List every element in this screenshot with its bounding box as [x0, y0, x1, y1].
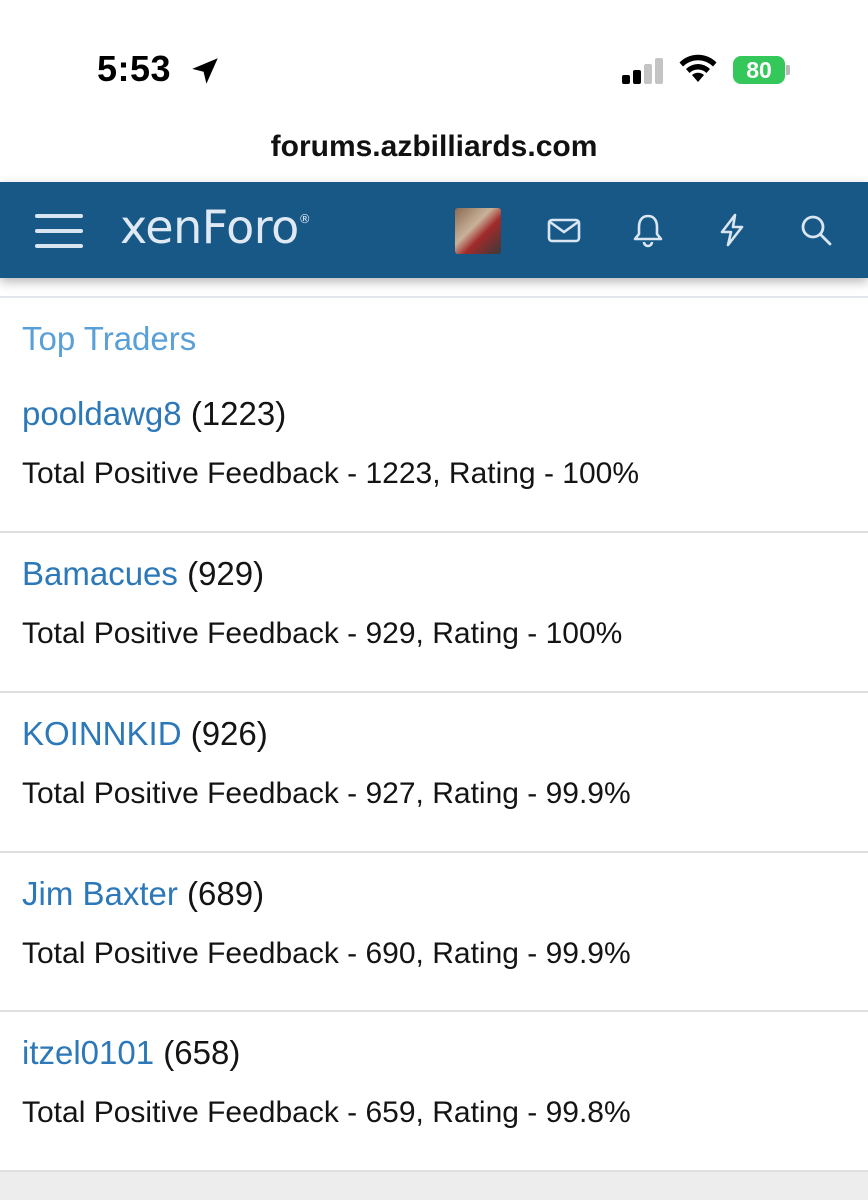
- mail-icon[interactable]: [546, 212, 582, 248]
- search-icon[interactable]: [798, 212, 834, 248]
- battery-icon: 80: [733, 56, 791, 86]
- block-title[interactable]: Top Traders: [22, 320, 197, 357]
- battery-percent: 80: [746, 57, 772, 83]
- header-divider: [0, 296, 868, 298]
- list-item: pooldawg8 (1223) Total Positive Feedback…: [0, 395, 868, 533]
- clock-time: 5:53: [97, 48, 172, 89]
- trader-name-line: itzel0101 (658): [22, 1034, 240, 1072]
- footer-strip: [0, 1172, 868, 1200]
- trader-name-line: pooldawg8 (1223): [22, 395, 286, 433]
- wifi-icon: [679, 54, 717, 82]
- username-link[interactable]: itzel0101: [22, 1034, 155, 1071]
- feedback-summary: Total Positive Feedback - 690, Rating - …: [22, 937, 631, 970]
- cellular-signal-icon: [622, 58, 666, 84]
- menu-icon[interactable]: [35, 212, 83, 250]
- username-link[interactable]: Bamacues: [22, 555, 178, 592]
- location-arrow-icon: [192, 58, 218, 84]
- list-item: Jim Baxter (689) Total Positive Feedback…: [0, 875, 868, 1012]
- logo-text: xenForo: [120, 200, 299, 254]
- bolt-icon[interactable]: [714, 212, 750, 248]
- trader-count: (926): [190, 715, 268, 752]
- avatar[interactable]: [455, 208, 501, 254]
- trader-count: (658): [163, 1034, 241, 1071]
- trader-name-line: Bamacues (929): [22, 555, 264, 593]
- feedback-summary: Total Positive Feedback - 929, Rating - …: [22, 617, 623, 650]
- site-logo[interactable]: xenForo®: [120, 200, 311, 254]
- list-item: itzel0101 (658) Total Positive Feedback …: [0, 1034, 868, 1172]
- trader-count: (929): [187, 555, 265, 592]
- trader-count: (689): [187, 875, 265, 912]
- site-header: xenForo®: [0, 182, 868, 278]
- logo-registered-mark: ®: [298, 211, 311, 226]
- username-link[interactable]: pooldawg8: [22, 395, 182, 432]
- feedback-summary: Total Positive Feedback - 927, Rating - …: [22, 777, 631, 810]
- feedback-summary: Total Positive Feedback - 659, Rating - …: [22, 1096, 631, 1129]
- list-item: Bamacues (929) Total Positive Feedback -…: [0, 555, 868, 693]
- username-link[interactable]: KOINNKID: [22, 715, 182, 752]
- url-bar[interactable]: forums.azbilliards.com: [270, 130, 598, 163]
- trader-name-line: KOINNKID (926): [22, 715, 268, 753]
- bell-icon[interactable]: [630, 212, 666, 248]
- feedback-summary: Total Positive Feedback - 1223, Rating -…: [22, 457, 640, 490]
- trader-name-line: Jim Baxter (689): [22, 875, 264, 913]
- list-item: KOINNKID (926) Total Positive Feedback -…: [0, 715, 868, 853]
- trader-count: (1223): [190, 395, 287, 432]
- status-bar: 5:53 80: [0, 0, 868, 110]
- username-link[interactable]: Jim Baxter: [22, 875, 178, 912]
